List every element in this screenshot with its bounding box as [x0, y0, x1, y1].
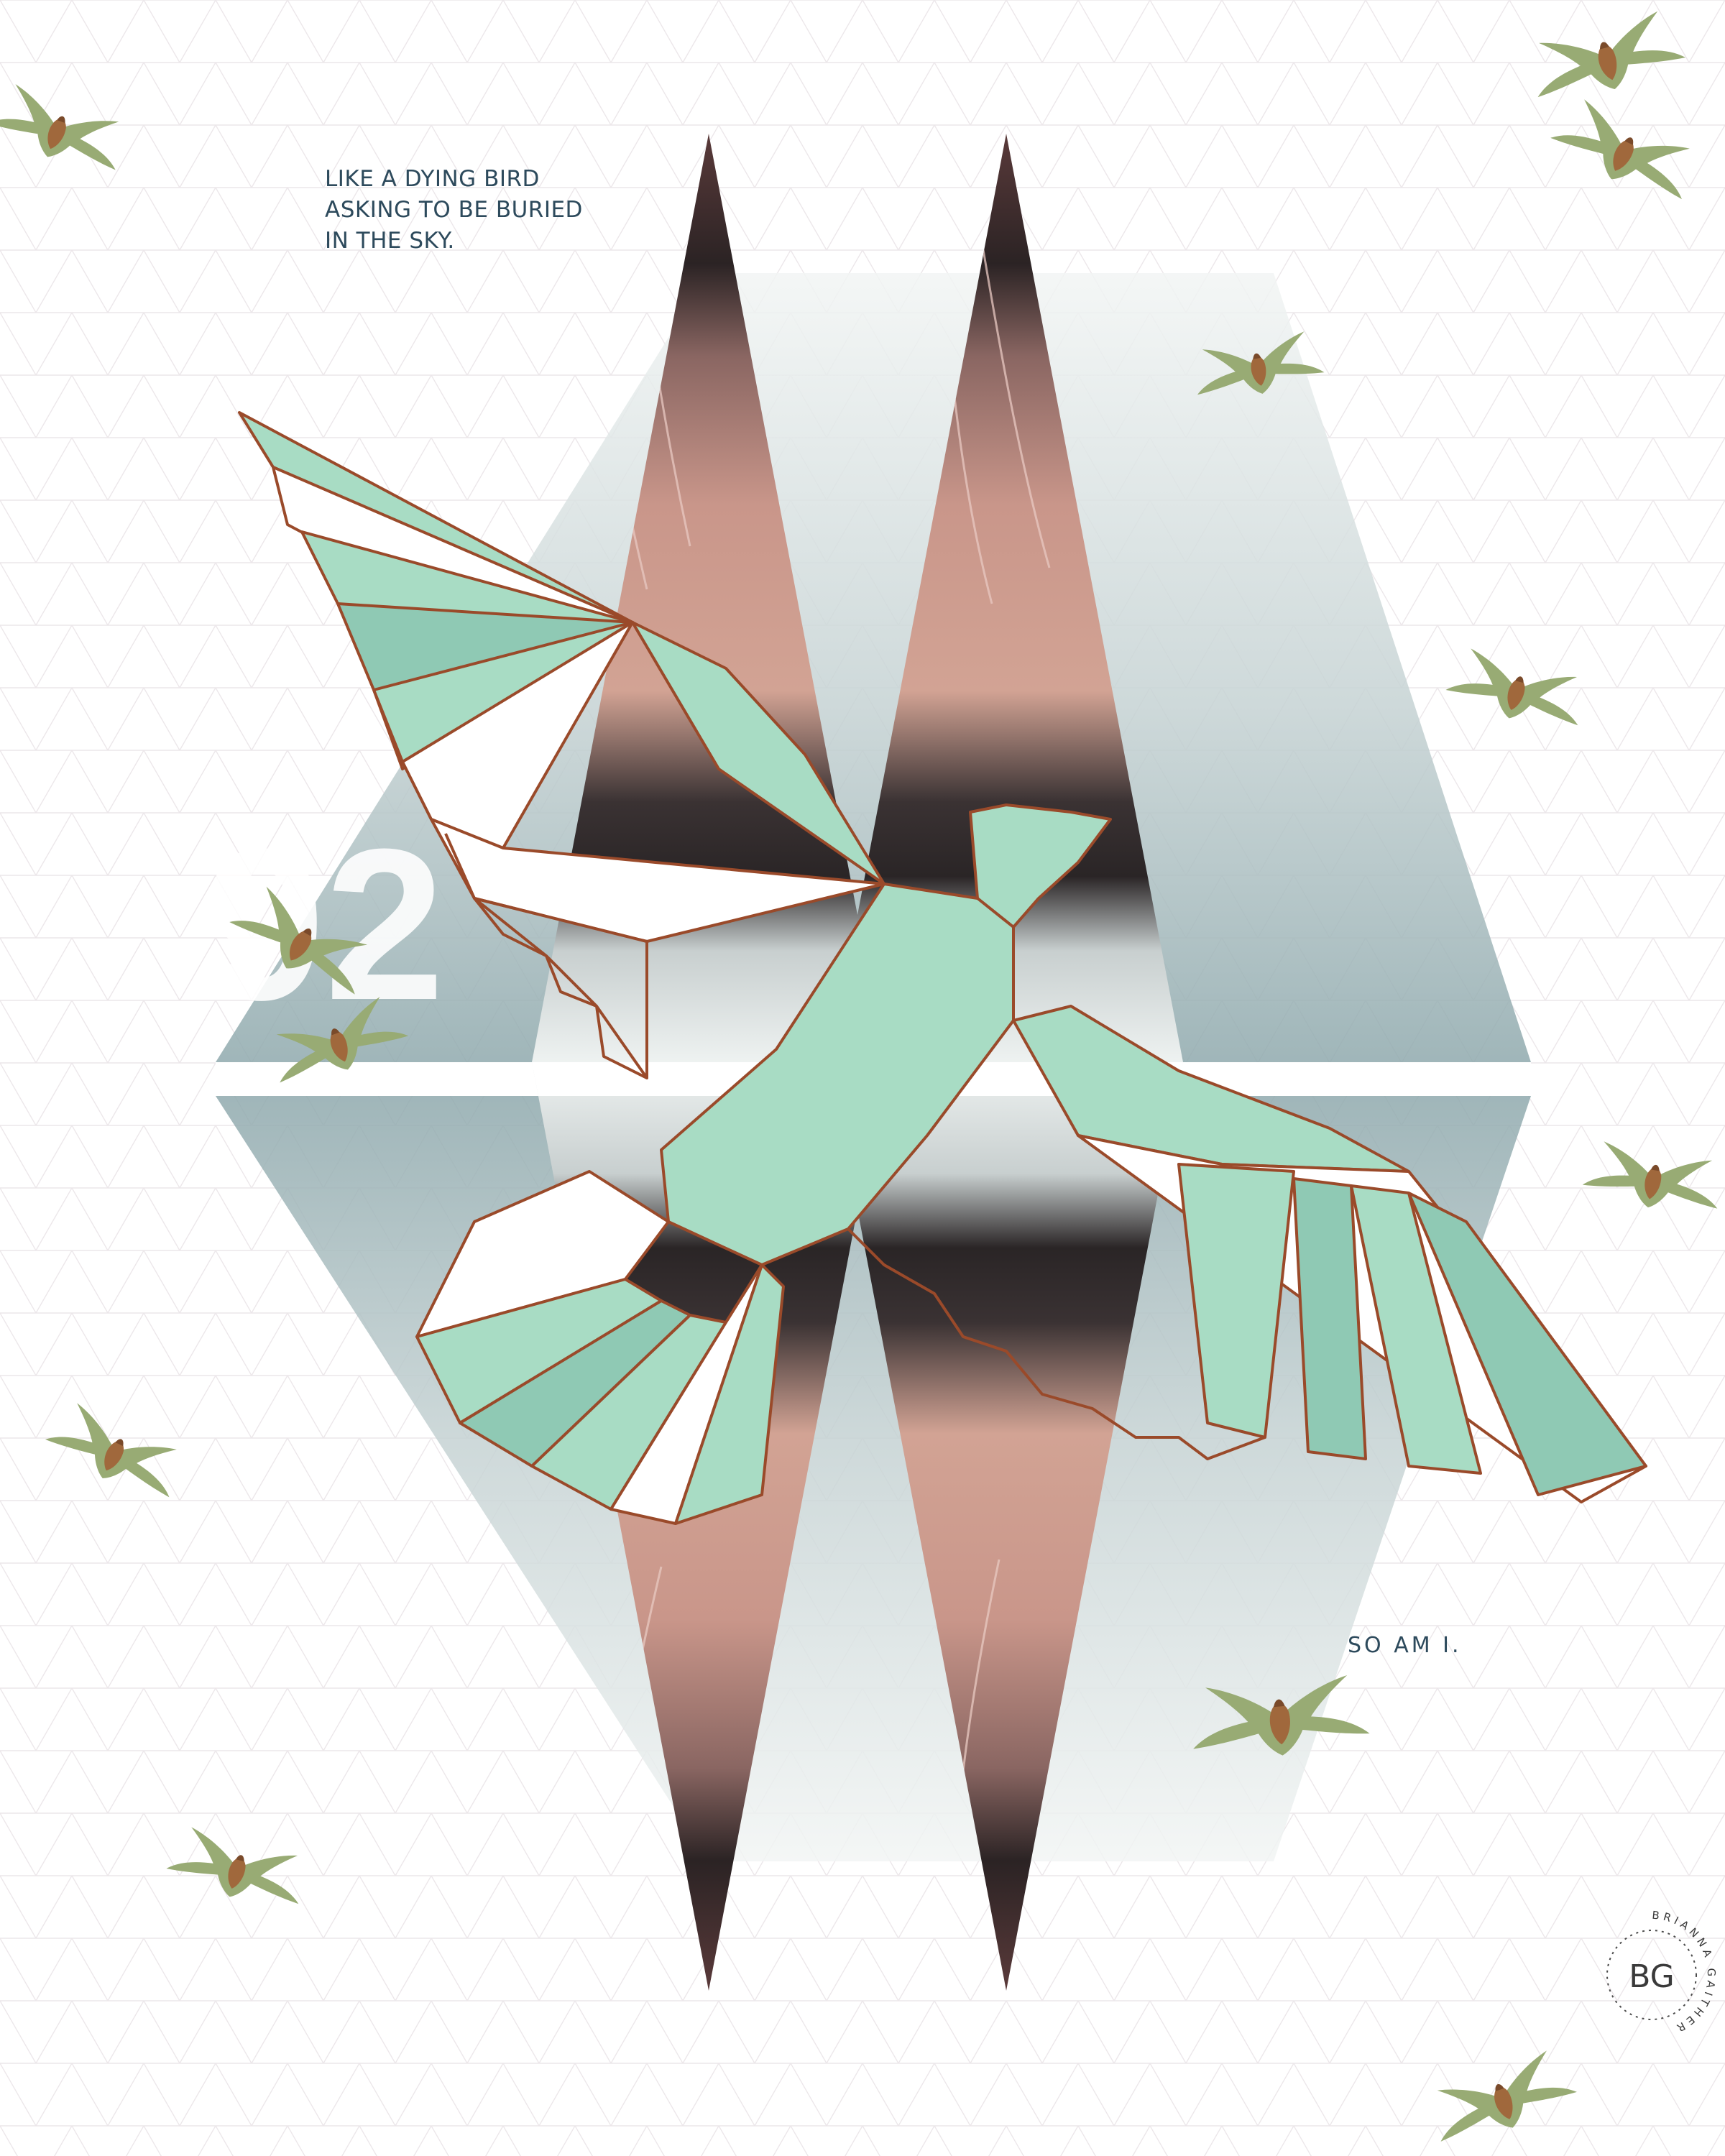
upper-wing	[238, 411, 886, 1079]
poem-closing: SO AM I.	[1348, 1633, 1462, 1658]
poem-line-1: LIKE A DYING BIRD	[325, 166, 540, 192]
geometric-bird-outline	[238, 411, 1647, 1525]
poem-opening: LIKE A DYING BIRD ASKING TO BE BURIED IN…	[325, 164, 699, 257]
logo-initials: BG	[1629, 1958, 1675, 1995]
bird-tail	[415, 1170, 785, 1525]
lower-wing	[847, 1005, 1647, 1503]
poem-line-2: ASKING TO BE BURIED	[325, 197, 583, 223]
poem-line-3: IN THE SKY.	[325, 228, 455, 254]
